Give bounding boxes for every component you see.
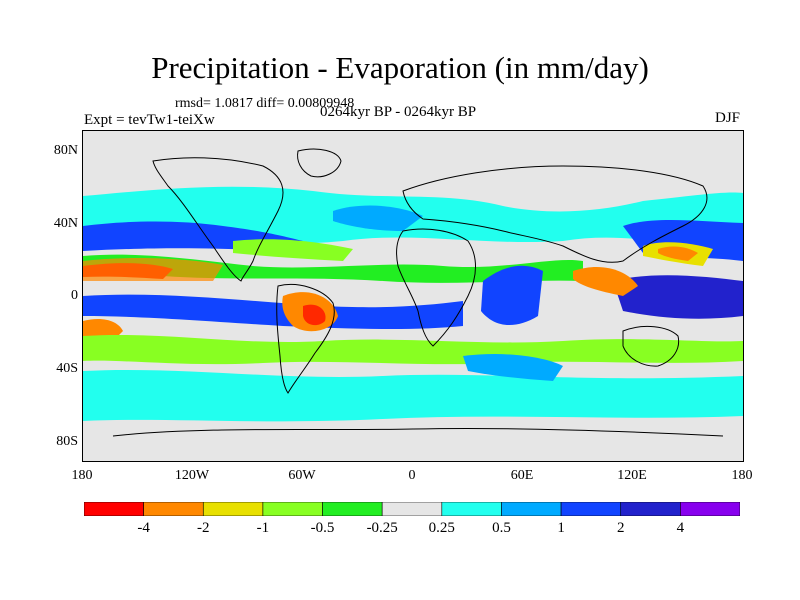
field-africa-blue [481, 265, 543, 326]
colorbar-label-5: 0.25 [428, 520, 455, 536]
field-nh-orange [658, 246, 698, 261]
coast-greenland [297, 148, 342, 178]
lon-tick-0: 0 [408, 468, 416, 483]
lat-tick-80n: 80N [53, 143, 78, 158]
lat-tick-0: 0 [71, 288, 78, 303]
plot-title: Precipitation - Evaporation (in mm/day) [151, 50, 649, 85]
field-nh-green [233, 239, 353, 261]
coast-africa [396, 228, 476, 347]
field-maritime-orange [573, 266, 638, 296]
field-maritime-purple [613, 275, 743, 319]
field-itcz-blue [83, 294, 463, 330]
lat-tick-40s: 40S [56, 361, 78, 376]
lon-tick-60w: 60W [288, 468, 316, 483]
season-label: DJF [714, 110, 740, 126]
stats-subtitle: rmsd= 1.0817 diff= 0.00809948 [175, 96, 355, 111]
colorbar-label-4: -0.25 [366, 520, 398, 536]
colorbar-label-1: -2 [197, 520, 210, 536]
field-samerica-red [303, 304, 326, 326]
coast-antarctica [112, 427, 724, 437]
lon-tick-180w: 180 [71, 468, 93, 483]
coast-australia [622, 325, 680, 367]
colorbar-swatch-9 [620, 502, 681, 516]
field-sh-blue-patch [463, 354, 563, 381]
field-sh-green-band [83, 334, 743, 365]
coastlines [112, 148, 724, 437]
coast-eurasia [402, 165, 708, 263]
lon-tick-120w: 120W [174, 468, 210, 483]
colorbar-label-0: -4 [137, 520, 150, 536]
lon-tick-180e: 180 [731, 468, 753, 483]
experiment-label: Expt = tevTw1-teiXw [84, 112, 215, 128]
coast-north-america [152, 157, 284, 282]
colorbar-swatch-10 [680, 502, 740, 516]
field-sh-cyan-band [83, 369, 743, 422]
colorbar-swatch-8 [560, 502, 622, 516]
coast-south-america [276, 284, 335, 394]
field-tropical-orange-band [83, 258, 223, 281]
field-nh-atlantic-blue [333, 205, 423, 231]
lat-tick-80s: 80S [56, 434, 78, 449]
colorbar-swatch-4 [322, 502, 383, 516]
lon-tick-120e: 120E [617, 468, 647, 483]
colorbar-swatch-2 [202, 502, 264, 516]
period-label: 0264kyr BP - 0264kyr BP [320, 104, 477, 120]
colorbar-label-7: 1 [557, 520, 565, 536]
precip-evap-map [83, 131, 743, 461]
colorbar-label-6: 0.5 [492, 520, 511, 536]
lat-tick-40n: 40N [53, 216, 78, 231]
map-panel [82, 130, 744, 462]
colorbar-swatch-7 [501, 502, 562, 516]
colorbar-swatch-5 [381, 502, 443, 516]
colorbar-swatch-6 [441, 502, 502, 516]
colorbar-label-8: 2 [616, 520, 625, 536]
colorbar-swatch-3 [262, 502, 323, 516]
colorbar [84, 502, 740, 516]
colorbar-label-2: -1 [256, 520, 270, 536]
colorbar-swatch-1 [143, 502, 204, 516]
lon-tick-60e: 60E [510, 468, 534, 483]
colorbar-label-9: 4 [676, 520, 685, 536]
colorbar-label-3: -0.5 [310, 520, 335, 536]
colorbar-swatch-0 [84, 502, 144, 516]
